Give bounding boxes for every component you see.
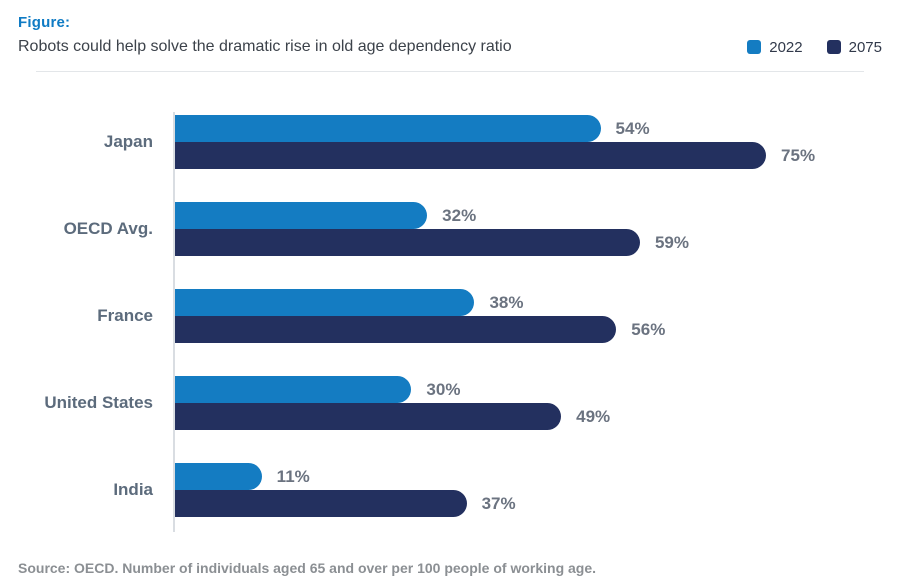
bar-value-2022-oecd-avg: 32% xyxy=(442,205,477,225)
bar-2075-france xyxy=(175,316,617,343)
legend-swatch-2075 xyxy=(826,40,841,54)
bar-2022-united-states xyxy=(175,376,412,403)
bar-value-2075-united-states: 49% xyxy=(576,406,611,426)
bar-line-2075-united-states: 49% xyxy=(175,403,900,430)
bar-line-2075-india: 37% xyxy=(175,490,900,517)
chart-title: Robots could help solve the dramatic ris… xyxy=(18,38,512,55)
category-label-japan: Japan xyxy=(103,132,153,151)
bars-japan: 54% 75% xyxy=(175,115,900,169)
bar-line-2022-india: 11% xyxy=(175,463,900,490)
bar-value-2075-india: 37% xyxy=(481,493,516,513)
figure-kicker: Figure: xyxy=(18,14,71,31)
bar-value-2075-japan: 75% xyxy=(781,145,816,165)
y-axis-line xyxy=(173,112,175,532)
bar-line-2075-oecd-avg: 59% xyxy=(175,229,900,256)
bar-2075-india xyxy=(175,490,467,517)
bar-value-2075-france: 56% xyxy=(631,319,666,339)
legend-item-2075: 2075 xyxy=(826,38,882,56)
bar-line-2075-france: 56% xyxy=(175,316,900,343)
legend: 2022 2075 xyxy=(747,39,882,56)
bar-line-2075-japan: 75% xyxy=(175,142,900,169)
bar-value-2022-india: 11% xyxy=(276,466,310,486)
bar-2075-japan xyxy=(175,142,767,169)
legend-label-2022: 2022 xyxy=(769,38,803,56)
header-divider xyxy=(36,71,864,72)
source-note: Source: OECD. Number of individuals aged… xyxy=(18,560,597,576)
bar-value-2022-japan: 54% xyxy=(615,118,650,138)
chart-row-japan: Japan 54% 75% xyxy=(0,115,900,169)
title-row: Robots could help solve the dramatic ris… xyxy=(18,38,882,56)
chart-row-oecd-avg: OECD Avg. 32% 59% xyxy=(0,202,900,256)
legend-swatch-2022 xyxy=(747,40,762,54)
bar-value-2022-france: 38% xyxy=(489,292,524,312)
category-label-india: India xyxy=(113,480,153,499)
bar-2022-france xyxy=(175,289,475,316)
category-label-united-states: United States xyxy=(44,393,153,412)
chart-row-united-states: United States 30% 49% xyxy=(0,376,900,430)
bars-france: 38% 56% xyxy=(175,289,900,343)
bar-2075-united-states xyxy=(175,403,562,430)
bar-line-2022-japan: 54% xyxy=(175,115,900,142)
bar-line-2022-oecd-avg: 32% xyxy=(175,202,900,229)
legend-item-2022: 2022 xyxy=(747,38,803,56)
bar-value-2075-oecd-avg: 59% xyxy=(654,232,689,252)
chart-rows: Japan 54% 75% OECD Avg. 32% 59% France 38% 56% Un… xyxy=(0,115,900,517)
legend-label-2075: 2075 xyxy=(848,38,882,56)
bars-united-states: 30% 49% xyxy=(175,376,900,430)
figure-footer: Source: OECD. Number of individuals aged… xyxy=(0,560,900,576)
bar-line-2022-france: 38% xyxy=(175,289,900,316)
bar-chart: Japan 54% 75% OECD Avg. 32% 59% France 38% 56% Un… xyxy=(0,112,900,532)
chart-row-india: India 11% 37% xyxy=(0,463,900,517)
bar-value-2022-united-states: 30% xyxy=(426,379,461,399)
bars-india: 11% 37% xyxy=(175,463,900,517)
bars-oecd-avg: 32% 59% xyxy=(175,202,900,256)
bar-2075-oecd-avg xyxy=(175,229,640,256)
chart-row-france: France 38% 56% xyxy=(0,289,900,343)
bar-line-2022-united-states: 30% xyxy=(175,376,900,403)
bar-2022-japan xyxy=(175,115,601,142)
figure-header: Figure: Robots could help solve the dram… xyxy=(0,0,900,72)
category-label-oecd-avg: OECD Avg. xyxy=(63,219,153,238)
bar-2022-oecd-avg xyxy=(175,202,428,229)
category-label-france: France xyxy=(97,306,153,325)
bar-2022-india xyxy=(175,463,262,490)
